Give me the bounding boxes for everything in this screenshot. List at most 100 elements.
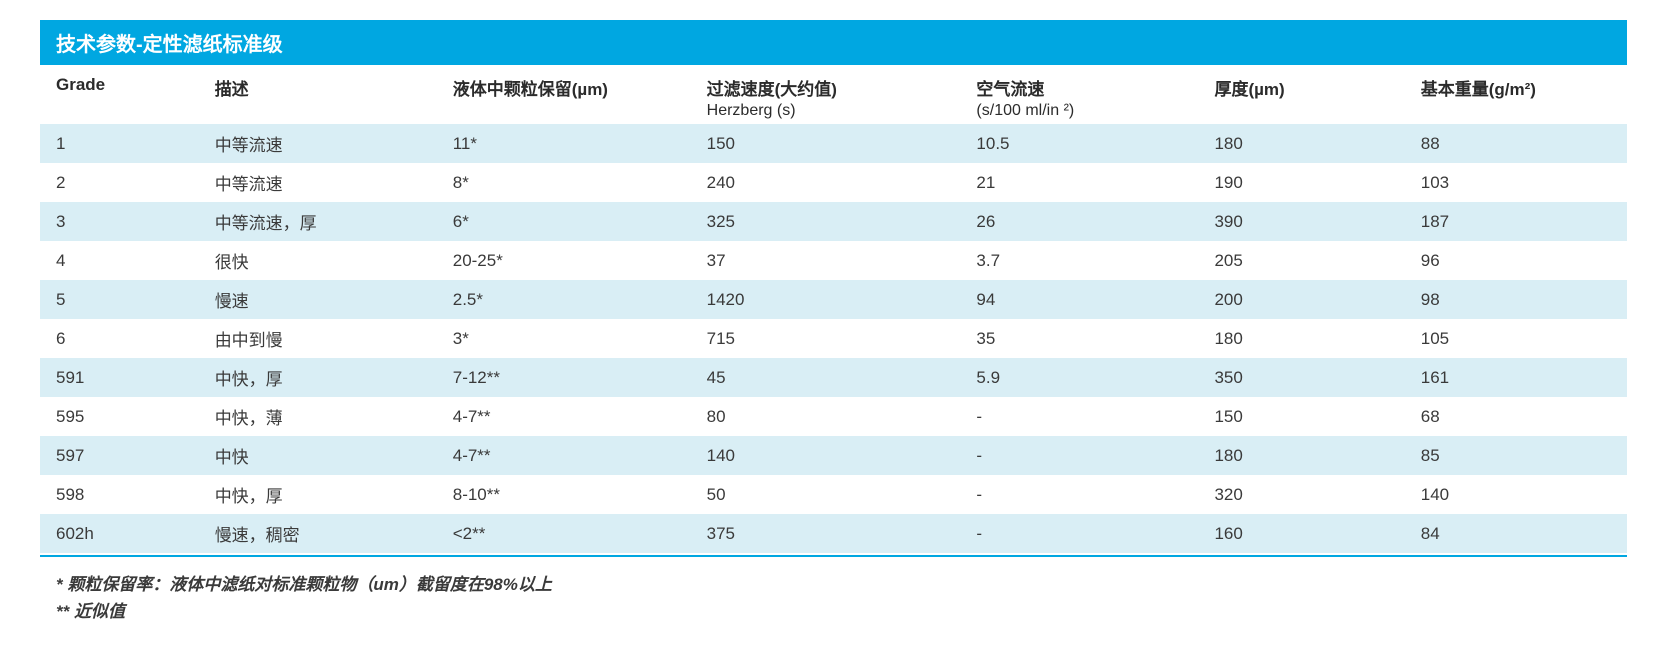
col-header-label: 基本重量(g/m²): [1421, 80, 1536, 99]
col-header-label: Grade: [56, 75, 105, 94]
table-cell: 85: [1405, 436, 1627, 475]
table-cell: -: [960, 436, 1198, 475]
table-cell: 88: [1405, 124, 1627, 163]
table-cell: -: [960, 397, 1198, 436]
table-cell: 1420: [691, 280, 961, 319]
table-cell: 21: [960, 163, 1198, 202]
col-header-label: 液体中颗粒保留(µm): [453, 80, 608, 99]
table-row: 597中快4-7**140-18085: [40, 436, 1627, 475]
col-header-label: 厚度(µm): [1214, 80, 1284, 99]
table-cell: -: [960, 514, 1198, 553]
col-header-sub: (s/100 ml/in ²): [976, 100, 1182, 120]
table-row: 4很快20-25*373.720596: [40, 241, 1627, 280]
table-row: 1中等流速11*15010.518088: [40, 124, 1627, 163]
table-cell: 375: [691, 514, 961, 553]
table-cell: 中快，厚: [199, 358, 437, 397]
table-cell: 161: [1405, 358, 1627, 397]
table-cell: 140: [691, 436, 961, 475]
table-cell: 26: [960, 202, 1198, 241]
table-cell: 602h: [40, 514, 199, 553]
col-header-1: 描述: [199, 65, 437, 124]
col-header-2: 液体中颗粒保留(µm): [437, 65, 691, 124]
table-cell: 8*: [437, 163, 691, 202]
table-cell: 50: [691, 475, 961, 514]
spec-table: Grade描述液体中颗粒保留(µm)过滤速度(大约值)Herzberg (s)空…: [40, 65, 1627, 553]
table-cell: 96: [1405, 241, 1627, 280]
table-title-bar: 技术参数-定性滤纸标准级: [40, 20, 1627, 65]
table-cell: 中快，薄: [199, 397, 437, 436]
table-cell: 4-7**: [437, 436, 691, 475]
col-header-4: 空气流速(s/100 ml/in ²): [960, 65, 1198, 124]
table-cell: 205: [1198, 241, 1404, 280]
table-cell: 180: [1198, 319, 1404, 358]
table-cell: 慢速，稠密: [199, 514, 437, 553]
table-cell: 慢速: [199, 280, 437, 319]
table-cell: 84: [1405, 514, 1627, 553]
table-cell: 715: [691, 319, 961, 358]
col-header-3: 过滤速度(大约值)Herzberg (s): [691, 65, 961, 124]
spec-table-container: 技术参数-定性滤纸标准级 Grade 描述液体中颗粒保留(µm) 过滤速度(大约值)…: [40, 20, 1627, 625]
table-cell: 325: [691, 202, 961, 241]
table-row: 602h慢速，稠密<2**375-16084: [40, 514, 1627, 553]
col-header-label: 空气流速: [976, 80, 1044, 99]
table-row: 5慢速2.5*14209420098: [40, 280, 1627, 319]
table-cell: 很快: [199, 241, 437, 280]
table-cell: 中等流速，厚: [199, 202, 437, 241]
table-cell: 5: [40, 280, 199, 319]
footnote-line: * 颗粒保留率：液体中滤纸对标准颗粒物（um）截留度在98%以上: [56, 571, 1611, 598]
table-cell: 190: [1198, 163, 1404, 202]
table-cell: 中等流速: [199, 163, 437, 202]
table-cell: 20-25*: [437, 241, 691, 280]
table-cell: 597: [40, 436, 199, 475]
table-cell: 240: [691, 163, 961, 202]
table-cell: 160: [1198, 514, 1404, 553]
table-cell: 4-7**: [437, 397, 691, 436]
col-header-0: Grade: [40, 65, 199, 124]
table-cell: 6*: [437, 202, 691, 241]
table-cell: 8-10**: [437, 475, 691, 514]
table-cell: -: [960, 475, 1198, 514]
table-cell: 187: [1405, 202, 1627, 241]
table-cell: 中快: [199, 436, 437, 475]
table-cell: 180: [1198, 436, 1404, 475]
table-cell: 94: [960, 280, 1198, 319]
table-row: 595中快，薄4-7**80-15068: [40, 397, 1627, 436]
table-cell: 1: [40, 124, 199, 163]
table-cell: 由中到慢: [199, 319, 437, 358]
table-cell: 150: [1198, 397, 1404, 436]
table-cell: 4: [40, 241, 199, 280]
table-cell: 3: [40, 202, 199, 241]
col-header-sub: Herzberg (s): [707, 100, 945, 120]
table-cell: 390: [1198, 202, 1404, 241]
table-row: 3中等流速，厚6*32526390187: [40, 202, 1627, 241]
table-cell: 98: [1405, 280, 1627, 319]
table-row: 6由中到慢3*71535180105: [40, 319, 1627, 358]
table-row: 598中快，厚8-10**50-320140: [40, 475, 1627, 514]
table-cell: 35: [960, 319, 1198, 358]
table-cell: 45: [691, 358, 961, 397]
table-cell: 5.9: [960, 358, 1198, 397]
table-cell: 3.7: [960, 241, 1198, 280]
table-header-row: Grade描述液体中颗粒保留(µm)过滤速度(大约值)Herzberg (s)空…: [40, 65, 1627, 124]
table-cell: 37: [691, 241, 961, 280]
table-cell: 103: [1405, 163, 1627, 202]
table-cell: 595: [40, 397, 199, 436]
table-cell: 80: [691, 397, 961, 436]
table-cell: 中快，厚: [199, 475, 437, 514]
table-cell: 105: [1405, 319, 1627, 358]
table-cell: 2: [40, 163, 199, 202]
table-cell: 2.5*: [437, 280, 691, 319]
table-cell: 320: [1198, 475, 1404, 514]
table-cell: 68: [1405, 397, 1627, 436]
col-header-6: 基本重量(g/m²): [1405, 65, 1627, 124]
table-cell: 中等流速: [199, 124, 437, 163]
table-cell: 6: [40, 319, 199, 358]
footnote-line: ** 近似值: [56, 598, 1611, 625]
table-cell: 3*: [437, 319, 691, 358]
table-cell: 598: [40, 475, 199, 514]
table-cell: 591: [40, 358, 199, 397]
col-header-label: 过滤速度(大约值): [707, 80, 837, 99]
table-cell: 11*: [437, 124, 691, 163]
table-cell: <2**: [437, 514, 691, 553]
table-title: 技术参数-定性滤纸标准级: [56, 34, 283, 56]
